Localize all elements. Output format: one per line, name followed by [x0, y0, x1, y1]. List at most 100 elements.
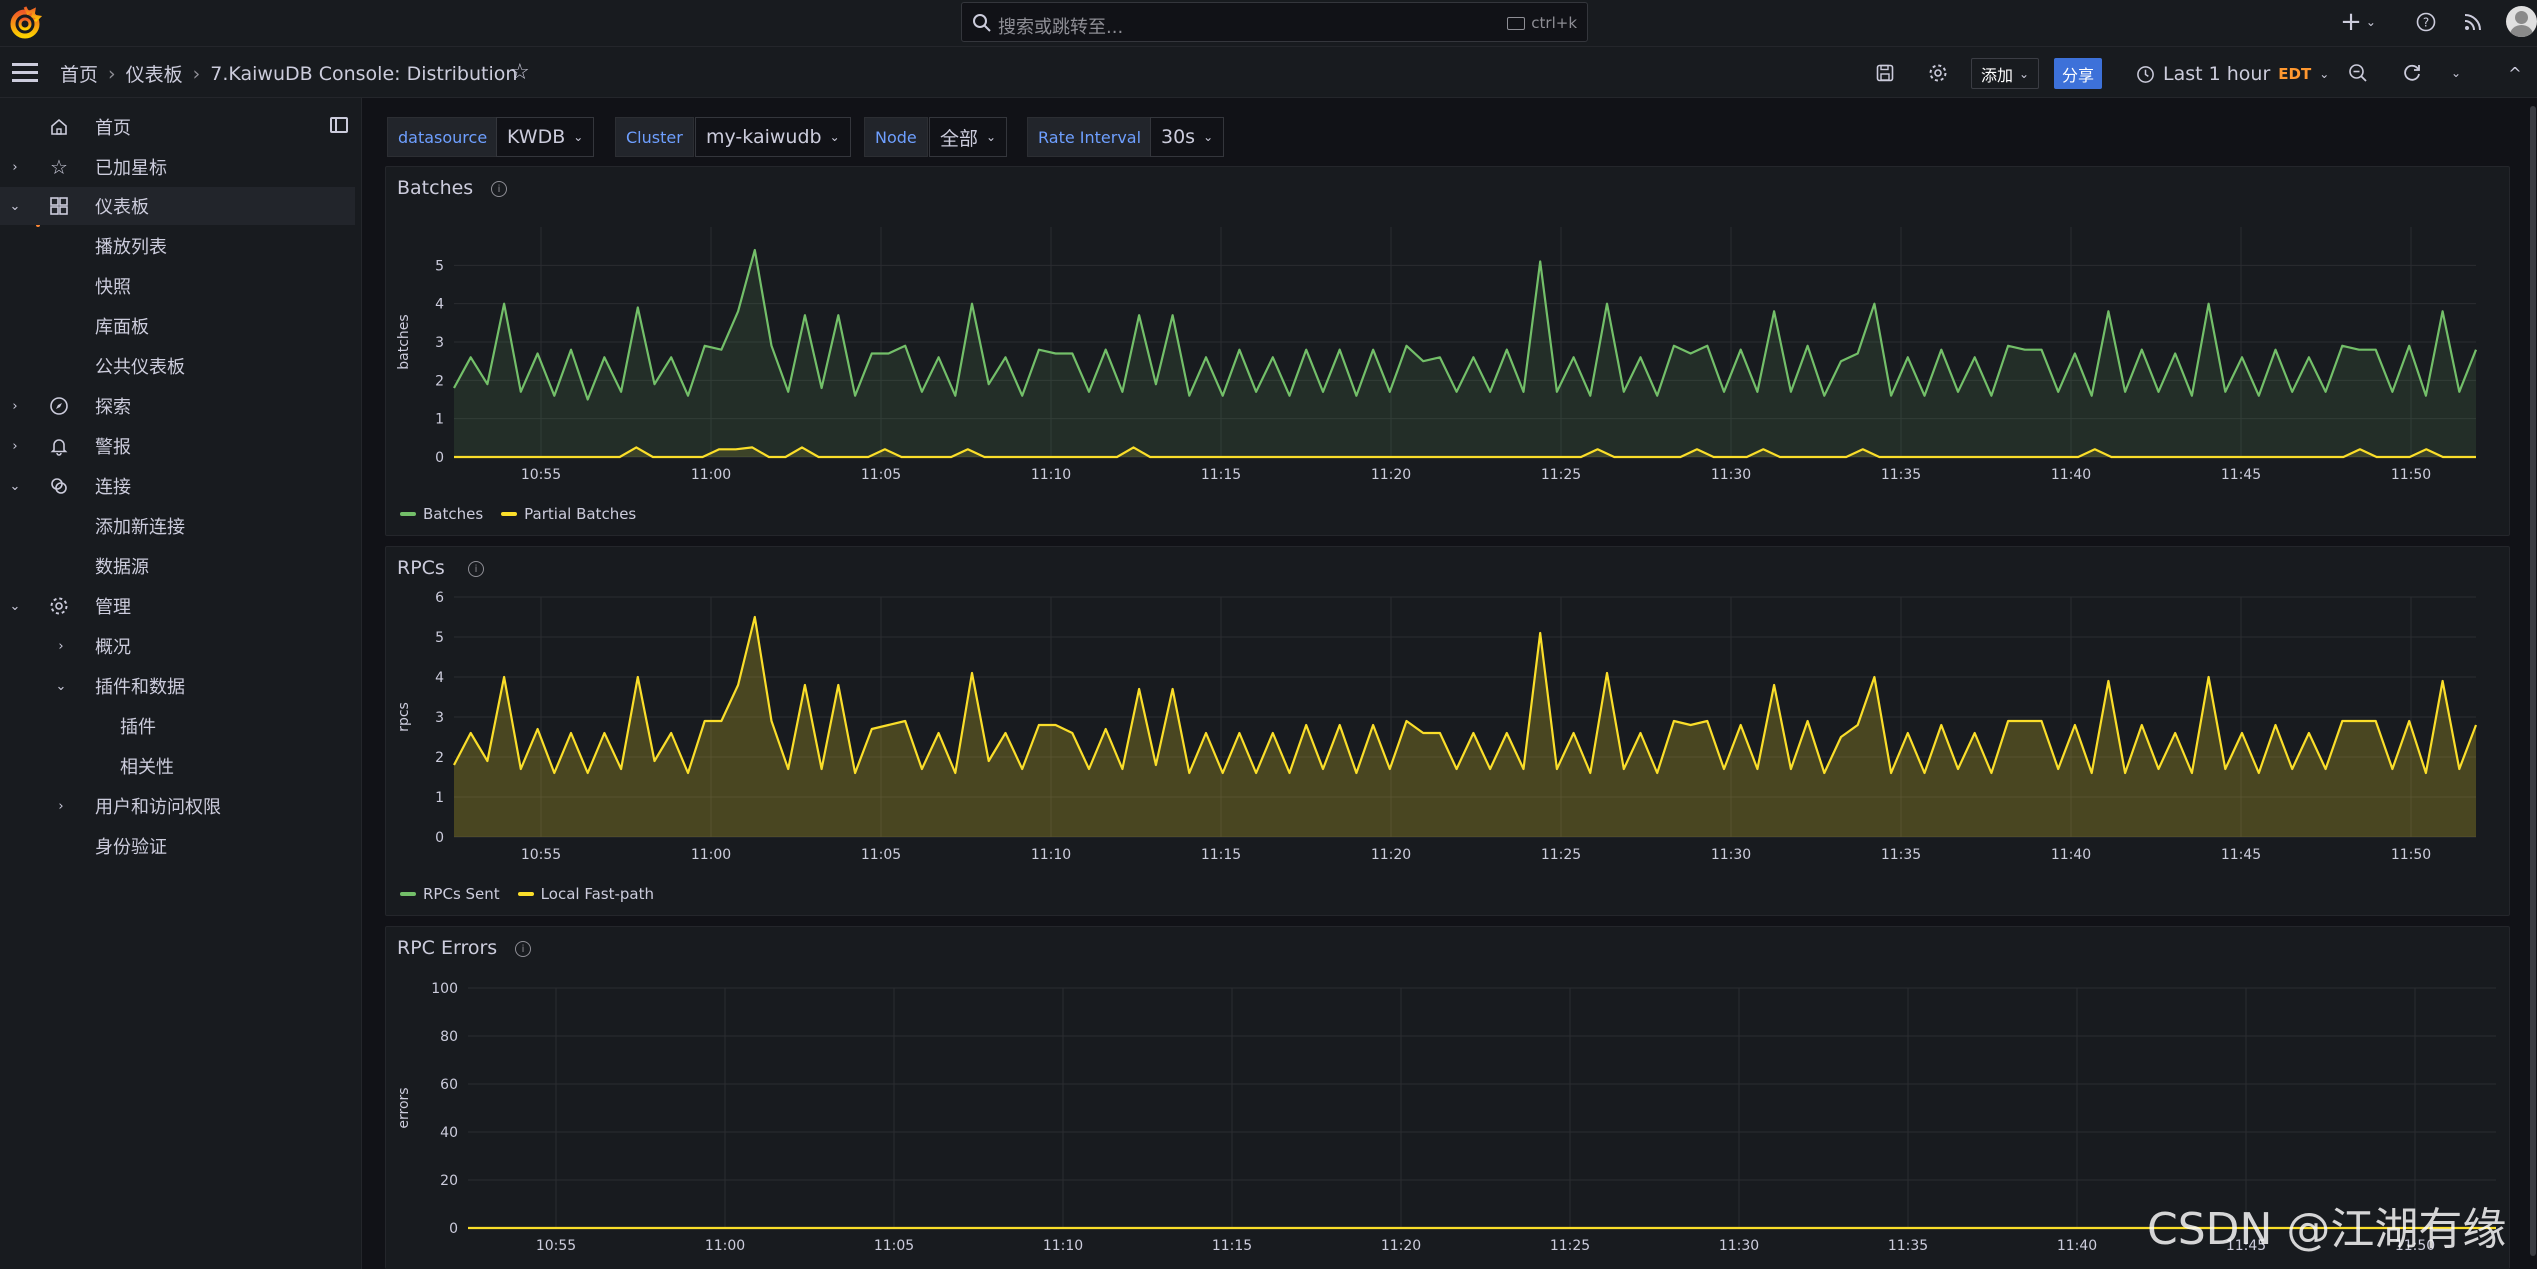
add-button[interactable]: 添加 ⌄	[1971, 58, 2040, 89]
scrollbar[interactable]	[2529, 98, 2537, 1269]
sidebar-item-home[interactable]: 首页	[0, 108, 355, 146]
refresh-icon	[2404, 64, 2420, 81]
sidebar-item-data-sources[interactable]: 数据源	[0, 547, 355, 585]
scrollbar-thumb[interactable]	[2530, 106, 2536, 1256]
chevron-right-icon: ›	[108, 62, 116, 85]
search-input[interactable]: 搜索或跳转至... ctrl+k	[961, 2, 1588, 42]
clock-icon	[2137, 65, 2154, 83]
help-button[interactable]: ?	[2415, 8, 2437, 36]
panel-batches[interactable]: Batches i 0 1 2 3 4 5 10:55 11:00 11:05 11:10 11:1…	[385, 166, 2510, 536]
sidebar-item-add-connection[interactable]: 添加新连接	[0, 507, 355, 545]
new-menu-button[interactable]: + ⌄	[2338, 7, 2378, 37]
x-tick-label: 11:50	[2391, 847, 2431, 863]
batches-chart[interactable]: 0 1 2 3 4 5 10:55 11:00 11:05 11:10 11:15 11:20 11:2…	[386, 207, 2509, 507]
chevron-right-icon[interactable]: ›	[58, 638, 64, 654]
news-button[interactable]	[2462, 8, 2484, 36]
sidebar-item-label: 添加新连接	[95, 517, 185, 538]
grafana-logo-icon[interactable]	[8, 5, 42, 41]
sidebar-item-label: 数据源	[95, 557, 149, 578]
sidebar-item-plugins[interactable]: 插件	[0, 707, 355, 745]
series-line	[453, 615, 2478, 775]
chevron-down-icon[interactable]: ⌄	[9, 598, 21, 614]
sidebar-item-playlists[interactable]: 播放列表	[0, 227, 355, 265]
chevron-right-icon[interactable]: ›	[12, 159, 18, 175]
add-label: 添加	[1981, 65, 2014, 85]
y-tick-label: 6	[435, 590, 444, 606]
chevron-right-icon[interactable]: ›	[12, 398, 18, 414]
variable-label-cluster: Cluster	[615, 117, 694, 157]
x-tick-label: 11:00	[691, 847, 731, 863]
legend-item[interactable]: Batches	[400, 505, 483, 523]
chevron-down-icon[interactable]: ⌄	[9, 198, 21, 214]
refresh-button[interactable]	[2400, 59, 2424, 87]
y-tick-label: 3	[435, 335, 444, 351]
chevron-down-icon[interactable]: ⌄	[9, 478, 21, 494]
sidebar-item-alerting[interactable]: › 警报	[0, 427, 355, 465]
sidebar-item-label: 管理	[95, 597, 131, 618]
chevron-right-icon[interactable]: ›	[58, 798, 64, 814]
share-label: 分享	[2062, 65, 2095, 85]
legend-label: RPCs Sent	[423, 885, 500, 903]
panel-title: RPC Errors	[397, 937, 498, 959]
rpc-errors-chart[interactable]: 0 20 40 60 80 100 10:55 11:00 11:05 11:10 11:15 11:…	[386, 967, 2509, 1269]
user-avatar[interactable]	[2506, 6, 2537, 37]
x-tick-label: 11:45	[2226, 1238, 2266, 1254]
y-tick-label: 5	[435, 258, 444, 274]
sidebar-item-explore[interactable]: › 探索	[0, 387, 355, 425]
dashboard-settings-button[interactable]	[1926, 59, 1950, 87]
sidebar-item-authentication[interactable]: 身份验证	[0, 827, 355, 865]
x-tick-label: 11:45	[2221, 847, 2261, 863]
info-icon[interactable]: i	[515, 941, 531, 957]
sidebar-item-library-panels[interactable]: 库面板	[0, 307, 355, 345]
panel-rpcs[interactable]: RPCs i 0 1 2 3 4 5 6 10:55 11:00 11:05 11:10 11:15 1…	[385, 546, 2510, 916]
y-tick-label: 2	[435, 373, 444, 389]
breadcrumb-dashboards[interactable]: 仪表板	[125, 64, 183, 86]
sidebar-item-administration[interactable]: ⌄ 管理	[0, 587, 355, 625]
time-range-label: Last 1 hour	[2163, 63, 2271, 85]
x-tick-label: 11:30	[1711, 847, 1751, 863]
collapse-toolbar-button[interactable]: ^	[2505, 59, 2525, 87]
sidebar-item-public-dashboards[interactable]: 公共仪表板	[0, 347, 355, 385]
sidebar-item-label: 概况	[95, 637, 131, 658]
dock-menu-icon[interactable]	[330, 117, 348, 133]
share-button[interactable]: 分享	[2054, 58, 2103, 89]
chevron-down-icon: ⌄	[573, 130, 584, 144]
menu-icon[interactable]	[12, 63, 38, 83]
legend-item[interactable]: Local Fast-path	[517, 885, 654, 903]
rpcs-chart[interactable]: 0 1 2 3 4 5 6 10:55 11:00 11:05 11:10 11:15 11:20 11:…	[386, 587, 2509, 887]
x-tick-label: 11:40	[2051, 467, 2091, 483]
chevron-right-icon[interactable]: ›	[12, 438, 18, 454]
panel-rpc-errors[interactable]: RPC Errors i 0 20 40 60 80 100 10:55 11:00 11:05…	[385, 926, 2510, 1269]
variable-select-node[interactable]: 全部 ⌄	[929, 117, 1008, 157]
sidebar-item-snapshots[interactable]: 快照	[0, 267, 355, 305]
x-tick-label: 11:50	[2395, 1238, 2435, 1254]
sidebar-item-connections[interactable]: ⌄ 连接	[0, 467, 355, 505]
legend-item[interactable]: Partial Batches	[501, 505, 636, 523]
variable-select-cluster[interactable]: my-kaiwudb ⌄	[695, 117, 851, 157]
variable-select-datasource[interactable]: KWDB ⌄	[496, 117, 595, 157]
x-tick-label: 11:20	[1381, 1238, 1421, 1254]
zoom-out-button[interactable]	[2346, 59, 2370, 87]
time-range-picker[interactable]: Last 1 hour EDT ⌄	[2136, 59, 2329, 89]
sidebar-item-label: 快照	[95, 277, 131, 298]
x-tick-label: 11:25	[1541, 847, 1581, 863]
info-icon[interactable]: i	[491, 181, 507, 197]
refresh-interval-dropdown[interactable]: ⌄	[2446, 59, 2466, 87]
info-icon[interactable]: i	[468, 561, 484, 577]
sidebar-item-overview[interactable]: › 概况	[0, 627, 355, 665]
watermark: CSDN @江湖有缘	[2147, 1204, 2507, 1255]
chevron-down-icon[interactable]: ⌄	[55, 678, 67, 694]
sidebar-item-label: 用户和访问权限	[95, 797, 221, 818]
breadcrumb-home[interactable]: 首页	[60, 64, 99, 86]
sidebar-item-users-and-access[interactable]: › 用户和访问权限	[0, 787, 355, 825]
series-line	[453, 248, 2478, 401]
favorite-star-icon[interactable]: ☆	[510, 60, 530, 85]
sidebar-item-starred[interactable]: › ☆ 已加星标	[0, 148, 355, 186]
sidebar-item-plugins-and-data[interactable]: ⌄ 插件和数据	[0, 667, 355, 705]
variable-select-rate-interval[interactable]: 30s ⌄	[1150, 117, 1225, 157]
y-tick-label: 0	[449, 1221, 458, 1237]
sidebar-item-correlations[interactable]: 相关性	[0, 747, 355, 785]
legend-item[interactable]: RPCs Sent	[400, 885, 500, 903]
sidebar-item-dashboards[interactable]: ⌄ 仪表板	[0, 187, 355, 225]
save-dashboard-button[interactable]	[1873, 59, 1897, 87]
